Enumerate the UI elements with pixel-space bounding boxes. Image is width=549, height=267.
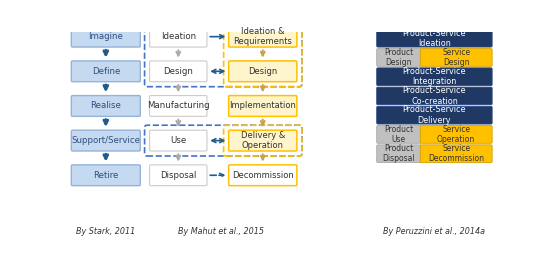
FancyBboxPatch shape: [377, 49, 421, 66]
Text: Product
Use: Product Use: [384, 125, 413, 144]
Text: Service
Operation: Service Operation: [437, 125, 475, 144]
FancyBboxPatch shape: [229, 26, 297, 47]
FancyBboxPatch shape: [377, 145, 421, 163]
Text: Delivery &
Operation: Delivery & Operation: [240, 131, 285, 150]
Text: Product-Service
Ideation: Product-Service Ideation: [402, 29, 466, 48]
Text: Service
Design: Service Design: [442, 48, 470, 67]
FancyBboxPatch shape: [229, 61, 297, 82]
Text: By Mahut et al., 2015: By Mahut et al., 2015: [177, 227, 264, 236]
FancyBboxPatch shape: [71, 130, 141, 151]
Text: Use: Use: [170, 136, 187, 145]
Text: Product
Disposal: Product Disposal: [383, 144, 415, 163]
FancyBboxPatch shape: [229, 165, 297, 186]
FancyBboxPatch shape: [377, 106, 492, 124]
Text: By Peruzzini et al., 2014a: By Peruzzini et al., 2014a: [383, 227, 485, 236]
FancyBboxPatch shape: [71, 96, 141, 116]
FancyBboxPatch shape: [229, 130, 297, 151]
FancyBboxPatch shape: [377, 68, 492, 85]
FancyBboxPatch shape: [377, 87, 492, 105]
FancyBboxPatch shape: [421, 145, 492, 163]
FancyBboxPatch shape: [421, 125, 492, 143]
Text: Manufacturing: Manufacturing: [147, 101, 210, 111]
FancyBboxPatch shape: [150, 165, 207, 186]
Text: Service
Decommission: Service Decommission: [428, 144, 484, 163]
Text: SLM: SLM: [251, 32, 274, 42]
FancyBboxPatch shape: [71, 165, 141, 186]
Text: Product-Service
Integration: Product-Service Integration: [402, 67, 466, 87]
FancyBboxPatch shape: [421, 49, 492, 66]
FancyBboxPatch shape: [377, 125, 421, 143]
Text: Realise: Realise: [91, 101, 121, 111]
Text: Decommission: Decommission: [232, 171, 294, 180]
Text: Product-Service
Co-creation: Product-Service Co-creation: [402, 86, 466, 106]
Text: Ideation: Ideation: [161, 32, 196, 41]
FancyBboxPatch shape: [71, 61, 141, 82]
FancyBboxPatch shape: [229, 96, 297, 116]
Text: Disposal: Disposal: [160, 171, 197, 180]
FancyBboxPatch shape: [377, 29, 492, 47]
Text: By Stark, 2011: By Stark, 2011: [76, 227, 136, 236]
FancyBboxPatch shape: [150, 61, 207, 82]
Text: Product-Service
Delivery: Product-Service Delivery: [402, 105, 466, 125]
Text: Support/Service: Support/Service: [71, 136, 141, 145]
Text: Product
Design: Product Design: [384, 48, 413, 67]
Text: Imagine: Imagine: [88, 32, 124, 41]
FancyBboxPatch shape: [150, 96, 207, 116]
Text: Ideation &
Requirements: Ideation & Requirements: [233, 27, 292, 46]
Text: P-SLM: P-SLM: [417, 32, 451, 42]
Text: Retire: Retire: [93, 171, 119, 180]
Text: PLM: PLM: [167, 32, 190, 42]
FancyBboxPatch shape: [150, 26, 207, 47]
FancyBboxPatch shape: [150, 130, 207, 151]
Text: PLM/SLM: PLM/SLM: [81, 32, 131, 42]
Text: Design: Design: [248, 67, 277, 76]
FancyBboxPatch shape: [71, 26, 141, 47]
Text: Define: Define: [92, 67, 120, 76]
Text: Design: Design: [164, 67, 193, 76]
Text: Implementation: Implementation: [229, 101, 296, 111]
